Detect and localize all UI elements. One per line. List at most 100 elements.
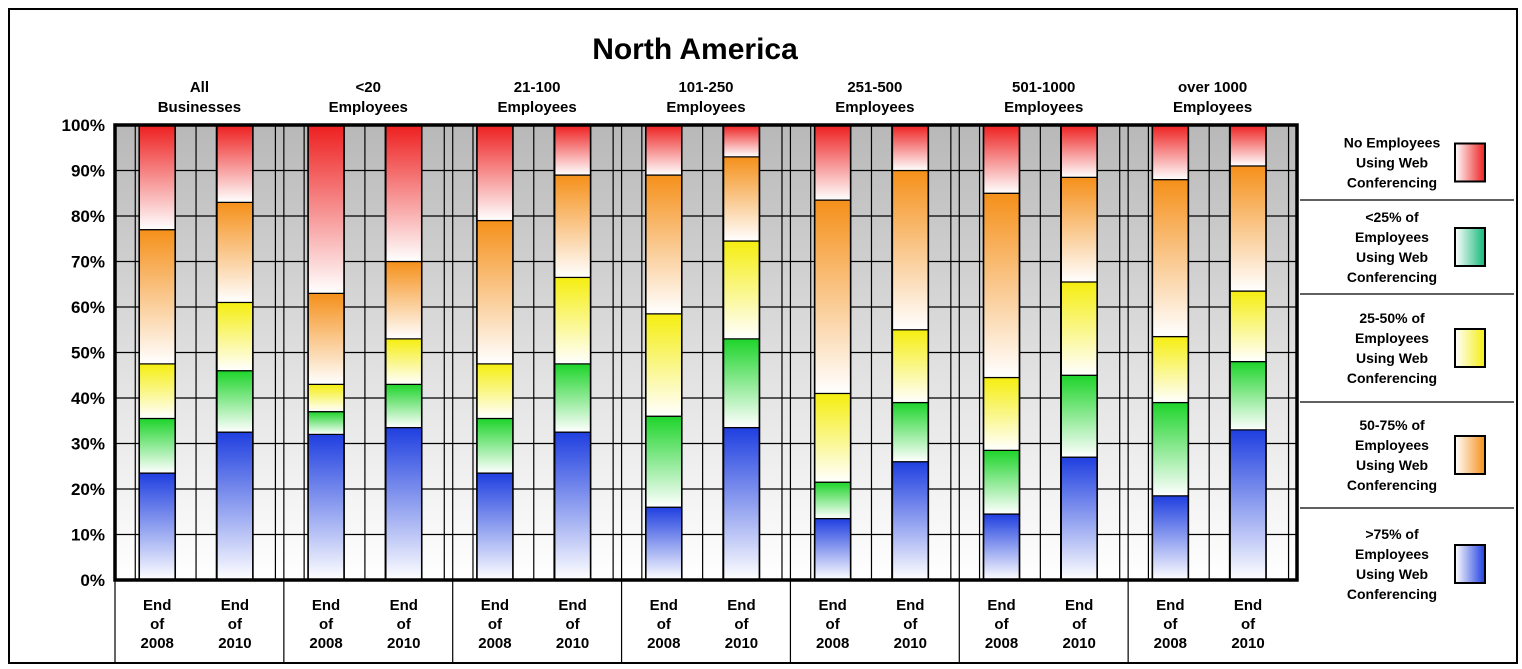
x-tick-label: 2010 xyxy=(894,635,927,652)
bar-segment xyxy=(1151,495,1189,581)
plot-border xyxy=(113,123,1299,582)
chart-title: North America xyxy=(592,33,798,66)
bar-segment xyxy=(814,199,852,395)
x-tick-label: of xyxy=(994,616,1009,633)
bar-segment xyxy=(1060,124,1098,178)
bar-segment xyxy=(476,472,514,581)
legend-label: Using Web xyxy=(1356,566,1428,582)
legend-label: No Employees xyxy=(1344,135,1441,151)
x-tick-label: of xyxy=(1241,616,1256,633)
legend-label: 50-75% of xyxy=(1359,417,1425,433)
legend-swatch xyxy=(1454,544,1486,584)
group-label: Employees xyxy=(835,99,914,116)
y-tick-label: 0% xyxy=(80,571,105,590)
bar-segment xyxy=(476,417,514,474)
bar-segment xyxy=(814,124,852,201)
bar-segment xyxy=(722,124,761,158)
bar-segment xyxy=(1229,361,1267,431)
bar-segment xyxy=(645,313,683,417)
x-tick-label: 2010 xyxy=(556,635,589,652)
bar-segment xyxy=(982,449,1021,515)
y-tick-label: 100% xyxy=(62,116,105,135)
bar-segment xyxy=(645,506,683,581)
bar-segment xyxy=(814,392,852,483)
bar-segment xyxy=(554,174,592,279)
bar-segment xyxy=(891,401,929,463)
group-label: over 1000 xyxy=(1178,79,1247,96)
bar-segment xyxy=(385,260,423,340)
bar-segment xyxy=(385,124,423,263)
x-tick-label: End xyxy=(650,597,678,614)
bar-segment xyxy=(554,276,592,365)
legend-swatch xyxy=(1454,435,1486,475)
bar-segment xyxy=(982,124,1021,194)
y-tick-label: 50% xyxy=(71,344,105,363)
bar-segment xyxy=(982,513,1021,581)
bar-segment xyxy=(138,417,176,474)
x-tick-label: 2008 xyxy=(141,635,174,652)
x-tick-label: of xyxy=(319,616,334,633)
bar-segment xyxy=(216,431,254,581)
x-tick-label: 2010 xyxy=(1231,635,1264,652)
bar-segment xyxy=(1151,335,1189,404)
bar-segment xyxy=(645,415,683,508)
group-label: Employees xyxy=(1004,99,1083,116)
bar-segment xyxy=(891,169,929,331)
x-tick-label: End xyxy=(727,597,755,614)
bar-segment xyxy=(891,329,929,404)
bar-segment xyxy=(982,192,1021,379)
x-tick-label: End xyxy=(221,597,249,614)
y-tick-label: 20% xyxy=(71,480,105,499)
bar-segment xyxy=(1229,290,1267,363)
x-tick-label: End xyxy=(1065,597,1093,614)
x-tick-label: End xyxy=(896,597,924,614)
bar-segment xyxy=(385,338,423,385)
y-tick-label: 10% xyxy=(71,526,105,545)
x-tick-label: of xyxy=(566,616,581,633)
group-label: Employees xyxy=(1173,99,1252,116)
chart-frame: North America 0% 10% 20% 30% 40% 50% 60% 70% 80% 9… xyxy=(8,8,1518,664)
group-label: 21-100 xyxy=(514,79,561,96)
bar-segment xyxy=(722,240,761,340)
bar-segment xyxy=(1060,456,1098,581)
bar-segment xyxy=(1060,176,1098,283)
bar-segment xyxy=(1229,429,1267,581)
bar-segment xyxy=(216,201,254,304)
x-tick-label: End xyxy=(558,597,586,614)
bar-segment xyxy=(138,229,176,365)
group-label: 251-500 xyxy=(847,79,902,96)
bar-segment xyxy=(138,472,176,581)
y-tick-label: 80% xyxy=(71,207,105,226)
legend-label: Using Web xyxy=(1356,350,1428,366)
legend-label: Using Web xyxy=(1356,457,1428,473)
group-label: <20 xyxy=(356,79,381,96)
x-tick-label: 2010 xyxy=(218,635,251,652)
bar-segment xyxy=(216,301,254,372)
group-label: 501-1000 xyxy=(1012,79,1075,96)
x-tick-label: of xyxy=(1072,616,1087,633)
bar-segment xyxy=(138,124,176,231)
legend-label: Conferencing xyxy=(1347,269,1437,285)
bar-segment xyxy=(722,426,761,581)
x-tick-label: of xyxy=(657,616,672,633)
legend-label: Conferencing xyxy=(1347,175,1437,191)
x-tick-label: of xyxy=(1163,616,1178,633)
bar-segment xyxy=(476,124,514,222)
bar-segment xyxy=(891,124,929,172)
x-tick-label: End xyxy=(818,597,846,614)
bar-segment xyxy=(1151,124,1189,181)
bar-segment xyxy=(1060,374,1098,458)
y-tick-label: 90% xyxy=(71,162,105,181)
legend-label: Conferencing xyxy=(1347,370,1437,386)
bar-segment xyxy=(1229,124,1267,167)
x-tick-label: 2008 xyxy=(985,635,1018,652)
x-tick-label: of xyxy=(734,616,749,633)
x-tick-label: of xyxy=(826,616,841,633)
legend-swatch xyxy=(1454,328,1486,368)
bar-segment xyxy=(1229,165,1267,292)
legend-label: Using Web xyxy=(1356,249,1428,265)
legend-label: Using Web xyxy=(1356,155,1428,171)
y-tick-label: 40% xyxy=(71,389,105,408)
y-tick-label: 30% xyxy=(71,435,105,454)
x-tick-label: End xyxy=(481,597,509,614)
